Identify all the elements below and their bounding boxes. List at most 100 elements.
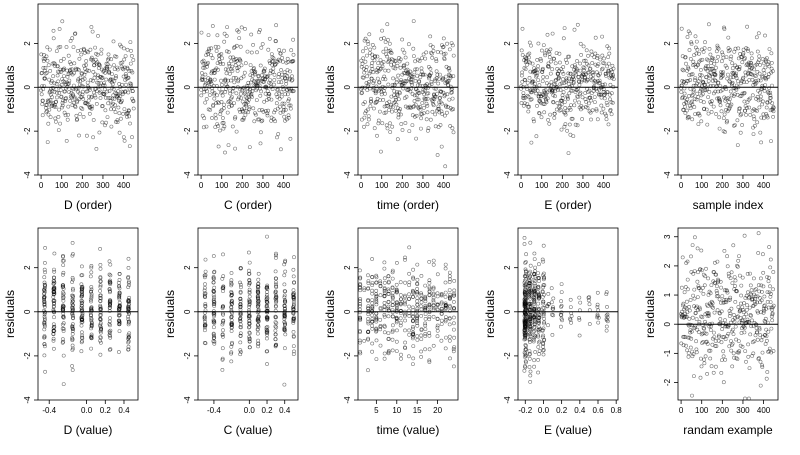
data-point: [693, 76, 698, 81]
data-point: [255, 310, 260, 315]
data-point: [682, 314, 687, 319]
data-point: [403, 346, 408, 351]
data-point: [70, 324, 75, 329]
data-point: [536, 64, 540, 69]
data-point: [218, 61, 223, 66]
data-point: [70, 275, 75, 280]
data-point: [398, 323, 403, 328]
data-point: [694, 39, 699, 44]
data-point: [68, 94, 73, 99]
data-point: [215, 100, 220, 105]
data-point: [264, 304, 269, 308]
data-point: [261, 68, 266, 73]
data-point: [411, 276, 416, 281]
data-point: [409, 105, 413, 110]
data-point: [282, 382, 287, 387]
data-point: [238, 312, 243, 317]
data-point: [524, 84, 529, 89]
plot-frame: [37, 3, 139, 176]
data-point: [711, 370, 716, 375]
data-point: [50, 103, 55, 108]
data-point: [690, 354, 695, 359]
data-point: [440, 76, 445, 81]
data-point: [107, 259, 112, 264]
data-point: [376, 118, 381, 123]
data-point: [199, 71, 204, 75]
data-point: [46, 112, 51, 117]
data-point: [744, 359, 748, 364]
data-point: [98, 284, 103, 289]
data-point: [372, 45, 377, 50]
data-point: [209, 53, 213, 58]
data-point: [403, 257, 407, 262]
data-point: [370, 317, 375, 321]
data-point: [569, 79, 574, 84]
data-point: [533, 81, 538, 86]
data-point: [531, 289, 536, 294]
data-point: [752, 339, 757, 344]
data-point: [360, 49, 365, 54]
x-axis-label: time (order): [377, 198, 439, 212]
data-point: [573, 122, 578, 127]
data-point: [419, 116, 424, 121]
data-point: [598, 57, 603, 62]
data-point: [94, 102, 99, 106]
data-point: [386, 306, 391, 311]
scatter-points: [202, 234, 297, 387]
data-point: [98, 63, 102, 68]
data-point: [447, 305, 452, 310]
data-point: [282, 299, 287, 304]
data-point: [732, 312, 736, 317]
data-point: [200, 78, 205, 82]
data-point: [693, 112, 698, 117]
data-point: [536, 370, 541, 375]
data-point: [98, 96, 103, 100]
data-point: [51, 295, 56, 299]
data-point: [42, 312, 47, 317]
data-point: [273, 320, 278, 325]
data-point: [599, 103, 604, 108]
data-point: [527, 352, 532, 357]
data-point: [765, 290, 770, 295]
data-point: [66, 53, 71, 58]
data-point: [577, 333, 582, 338]
data-point: [79, 303, 84, 308]
data-point: [708, 348, 713, 353]
data-point: [204, 64, 209, 69]
data-point: [246, 315, 251, 320]
data-point: [439, 109, 444, 114]
data-point: [690, 243, 695, 248]
data-point: [216, 124, 221, 128]
data-point: [125, 47, 130, 52]
data-point: [230, 95, 234, 100]
data-point: [415, 317, 419, 322]
data-point: [62, 66, 67, 71]
data-point: [403, 104, 408, 109]
data-point: [71, 286, 75, 291]
data-point: [688, 298, 693, 302]
data-point: [691, 293, 696, 298]
data-point: [551, 305, 555, 310]
data-point: [427, 314, 432, 319]
data-point: [374, 328, 379, 333]
data-point: [566, 71, 571, 76]
data-point: [366, 117, 371, 122]
data-point: [269, 52, 274, 57]
data-point: [291, 274, 296, 279]
data-point: [559, 282, 564, 287]
data-point: [408, 69, 413, 74]
data-point: [531, 337, 536, 342]
data-point: [291, 344, 296, 349]
data-point: [426, 126, 431, 131]
data-point: [520, 26, 525, 31]
data-point: [394, 102, 399, 107]
data-point: [359, 65, 364, 69]
data-point: [531, 79, 536, 84]
data-point: [283, 328, 288, 333]
y-axis-label: residuals: [3, 65, 17, 113]
data-point: [451, 53, 456, 58]
data-point: [366, 42, 371, 46]
data-point: [413, 67, 418, 72]
data-point: [522, 350, 527, 355]
data-point: [126, 333, 131, 338]
